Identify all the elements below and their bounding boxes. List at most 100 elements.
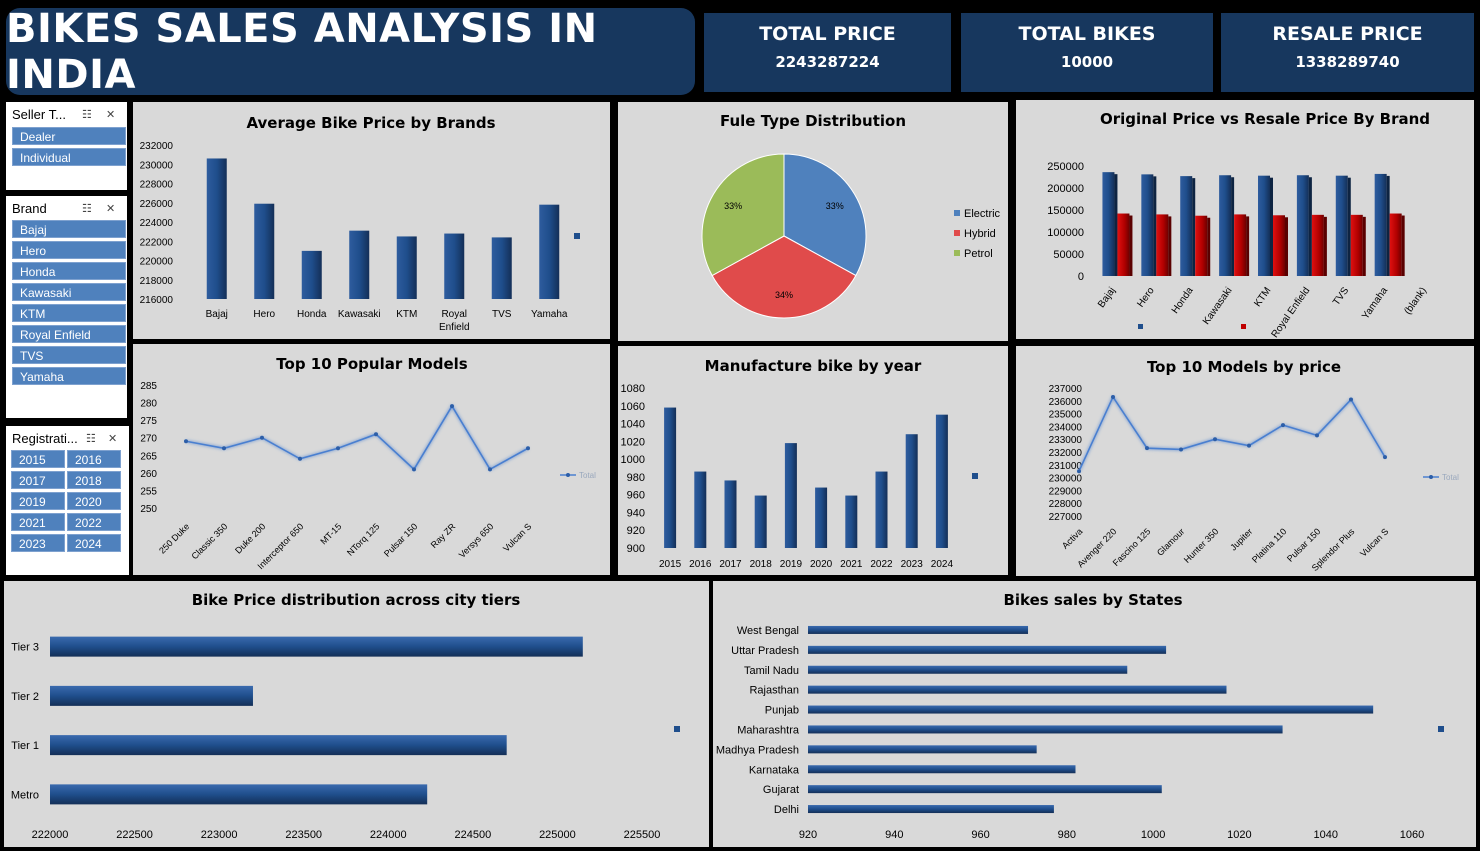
y-tick-label: 220000 (140, 257, 174, 268)
legend-marker (1429, 475, 1433, 479)
x-tick-label: Hunter 350 (1182, 526, 1221, 565)
panel-models-price: Top 10 Models by price 227000 228000 229000… (1016, 346, 1474, 576)
legend-label: Petrol (964, 248, 993, 260)
bar (694, 471, 707, 548)
slicer-item-year[interactable]: 2016 (67, 450, 121, 468)
y-tick-label: 1040 (621, 419, 645, 431)
slicer-item-year[interactable]: 2017 (11, 471, 65, 489)
kpi-value: 2243287224 (775, 53, 880, 71)
bar (724, 480, 737, 548)
y-tick-label: Tier 1 (11, 740, 39, 752)
slicer-seller-type: Seller T... ☷ ✕ Dealer Individual (6, 102, 127, 190)
slicer-item-year[interactable]: 2015 (11, 450, 65, 468)
x-tick-label: Bajaj (1096, 285, 1118, 310)
legend-marker (954, 230, 960, 236)
bar (808, 685, 1227, 694)
legend-label: Total (579, 471, 596, 480)
slicer-item-year[interactable]: 2023 (11, 534, 65, 552)
panel-by-year: Manufacture bike by year 900 920 940 960 980 1… (618, 346, 1008, 575)
bar (754, 495, 767, 548)
data-point (1111, 394, 1115, 399)
y-tick-label: Tier 2 (11, 691, 39, 703)
data-point (336, 446, 340, 451)
y-tick-label: 980 (627, 472, 645, 484)
slicer-item-year[interactable]: 2019 (11, 492, 65, 510)
slicer-item-brand[interactable]: Bajaj (12, 220, 126, 238)
x-tick-label: 2019 (780, 559, 803, 570)
bar (254, 203, 275, 299)
data-point (1179, 447, 1183, 452)
x-tick-label: Platina 110 (1250, 526, 1288, 564)
bar (808, 625, 1029, 634)
legend-marker (972, 473, 978, 479)
y-tick-label: Maharashtra (737, 724, 800, 736)
clear-filter-icon[interactable]: ✕ (106, 203, 116, 215)
x-tick-label: 940 (885, 829, 903, 841)
slicer-item-brand[interactable]: Yamaha (12, 367, 126, 385)
bar (1219, 175, 1232, 276)
chart-title: Original Price vs Resale Price By Brand (1100, 110, 1430, 128)
panel-city-tiers: Bike Price distribution across city tier… (4, 581, 709, 847)
y-tick-label: 265 (140, 451, 157, 462)
x-tick-label: 2016 (689, 559, 712, 570)
x-tick-label: Royal (441, 309, 467, 320)
slicer-item-brand[interactable]: Royal Enfield (12, 325, 126, 343)
bar (50, 636, 583, 657)
x-tick-label: Classic 350 (189, 521, 229, 561)
y-tick-label: Metro (11, 789, 39, 801)
data-point (374, 432, 378, 437)
x-tick-label: 222500 (116, 829, 153, 841)
bar (1180, 176, 1193, 276)
slicer-item-year[interactable]: 2018 (67, 471, 121, 489)
bar (1350, 214, 1363, 276)
y-tick-label: 231000 (1049, 461, 1083, 472)
x-tick-label: 1040 (1313, 829, 1337, 841)
multiselect-icon[interactable]: ☷ (82, 203, 92, 215)
bar (1195, 215, 1208, 276)
slicer-item-brand[interactable]: TVS (12, 346, 126, 364)
multiselect-icon[interactable]: ☷ (86, 433, 96, 445)
legend-marker (954, 210, 960, 216)
y-tick-label: 150000 (1047, 205, 1084, 217)
slicer-item[interactable]: Dealer (12, 127, 126, 145)
x-tick-label: Royal Enfield (1270, 285, 1313, 339)
y-tick-label: 270 (140, 434, 157, 445)
x-tick-label: TVS (492, 309, 512, 320)
y-tick-label: 232000 (1049, 448, 1083, 459)
legend-label: Electric (964, 208, 1001, 220)
bar-side (1231, 177, 1235, 276)
bar (1156, 214, 1169, 276)
clear-filter-icon[interactable]: ✕ (106, 109, 116, 121)
x-tick-label: Glamour (1155, 526, 1186, 557)
data-point (526, 446, 530, 451)
slicer-item-brand[interactable]: Kawasaki (12, 283, 126, 301)
legend-marker (574, 233, 580, 239)
data-point (1077, 469, 1081, 474)
bar (808, 705, 1374, 714)
slicer-item-year[interactable]: 2021 (11, 513, 65, 531)
slicer-item-brand[interactable]: Hero (12, 241, 126, 259)
x-tick-label: 2022 (870, 559, 893, 570)
y-tick-label: Delhi (774, 804, 799, 816)
x-tick-label: 222000 (32, 829, 69, 841)
slicer-item-year[interactable]: 2024 (67, 534, 121, 552)
y-tick-label: 1020 (621, 436, 645, 448)
slicer-item-brand[interactable]: KTM (12, 304, 126, 322)
kpi-total-bikes: TOTAL BIKES 10000 (961, 13, 1213, 92)
slicer-item[interactable]: Individual (12, 148, 126, 166)
slicer-registration: Registrati... ☷ ✕ 2015 2016 2017 2018 2019 20… (6, 426, 129, 575)
slicer-item-brand[interactable]: Honda (12, 262, 126, 280)
x-tick-label: Activa (1060, 526, 1084, 550)
slicer-item-year[interactable]: 2020 (67, 492, 121, 510)
bar-side (1129, 215, 1133, 276)
multiselect-icon[interactable]: ☷ (82, 109, 92, 121)
chart-title: Bikes sales by States (1003, 591, 1182, 609)
y-tick-label: 228000 (140, 180, 174, 191)
x-tick-label: Hero (253, 309, 275, 320)
x-tick-label: Honda (297, 309, 327, 320)
slicer-item-year[interactable]: 2022 (67, 513, 121, 531)
chart-fuel-type: Fule Type Distribution 33% 34% 33% Electric H… (701, 112, 1001, 319)
x-tick-label: Vulcan S (1358, 526, 1390, 558)
x-tick-label: TVS (1331, 285, 1351, 308)
clear-filter-icon[interactable]: ✕ (108, 433, 118, 445)
